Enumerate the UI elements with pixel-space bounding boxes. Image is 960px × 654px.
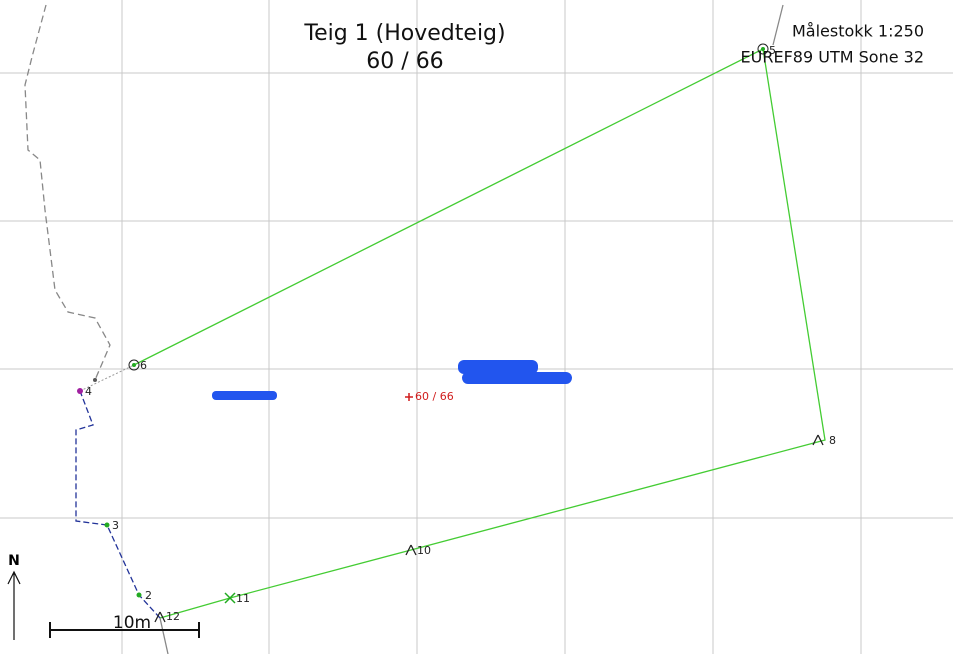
crs-info: EUREF89 UTM Sone 32 (741, 48, 924, 67)
point-label: 11 (236, 592, 250, 605)
point-label: 4 (85, 385, 92, 398)
point-label: 2 (145, 589, 152, 602)
title: Teig 1 (Hovedteig) (303, 21, 505, 46)
parcel-boundary (133, 48, 826, 619)
boundary-dashed (75, 390, 161, 619)
neighbor-boundary (159, 617, 169, 654)
point-label: 3 (112, 519, 119, 532)
point-label: 10 (417, 544, 431, 557)
point-label: 6 (140, 359, 147, 372)
center-label: 60 / 66 (415, 390, 454, 403)
neighbor-boundary (24, 4, 111, 381)
markers (77, 43, 824, 623)
boundary-dotted (79, 364, 135, 392)
point-label: 12 (166, 610, 180, 623)
north-arrow (7, 570, 21, 640)
redaction (212, 360, 572, 400)
point-label: 5 (769, 44, 776, 57)
subtitle: 60 / 66 (366, 49, 443, 74)
point-label: 8 (829, 434, 836, 447)
scale-bar-label: 10m (113, 613, 151, 633)
north-label: N (8, 553, 20, 569)
scale-bar (49, 622, 200, 638)
neighbor-boundary (772, 4, 784, 46)
scale-info: Målestokk 1:250 (792, 22, 924, 41)
